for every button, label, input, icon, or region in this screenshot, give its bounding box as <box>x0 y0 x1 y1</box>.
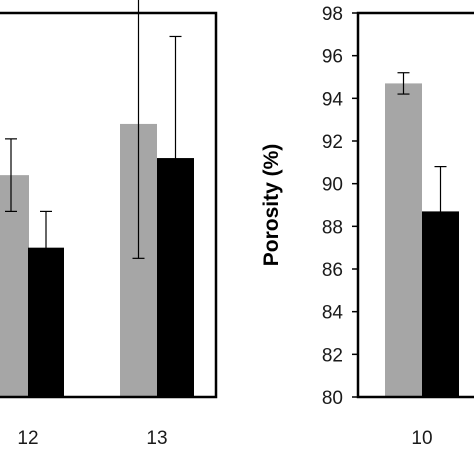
y-tick-label-82: 82 <box>322 345 343 366</box>
y-tick-label-84: 84 <box>322 303 344 324</box>
bar-12-series-1 <box>0 175 29 397</box>
bar-10-series-1 <box>385 83 422 398</box>
right-plot-frame <box>356 11 474 399</box>
x-tick-label-12: 12 <box>17 428 38 449</box>
left-chart-panel: 12 13 <box>0 0 218 449</box>
x-tick-label-13: 13 <box>146 428 167 449</box>
y-tick-label-90: 90 <box>322 175 343 196</box>
y-tick-label-88: 88 <box>322 217 343 238</box>
y-tick-label-98: 98 <box>322 4 343 25</box>
y-tick-label-96: 96 <box>322 47 343 68</box>
left-plot-frame <box>0 11 218 399</box>
y-axis-title: Porosity (%) <box>260 144 283 267</box>
x-tick-label-10: 10 <box>411 428 432 449</box>
y-tick-label-86: 86 <box>322 260 343 281</box>
y-tick-label-80: 80 <box>322 388 343 409</box>
y-tick-label-94: 94 <box>322 89 344 110</box>
right-chart-panel: 10 80 82 84 86 88 90 92 94 96 98 Porosity (%) <box>260 4 474 449</box>
y-tick-label-92: 92 <box>322 132 343 153</box>
